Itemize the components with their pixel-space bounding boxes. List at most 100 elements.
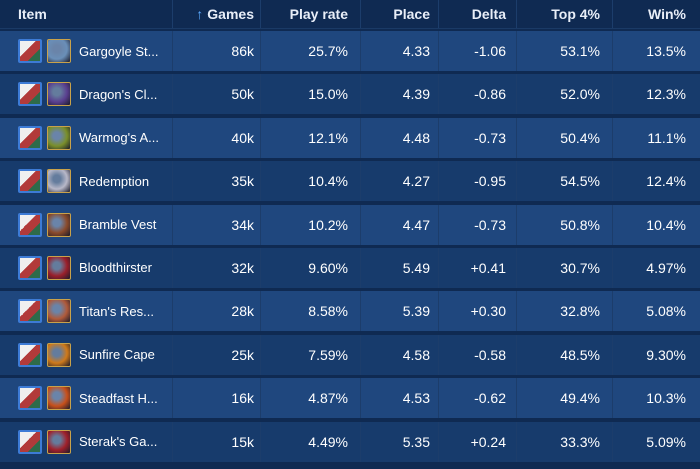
column-header-games[interactable]: ↑ Games <box>173 0 261 28</box>
champion-portrait-icon[interactable] <box>18 429 42 454</box>
table-body: Gargoyle St... 86k 25.7% 4.33 -1.06 53.1% 13.5… <box>0 31 700 465</box>
top4-value: 50.4% <box>560 129 600 146</box>
champion-portrait-icon[interactable] <box>18 255 42 280</box>
delta-value: -0.73 <box>474 216 506 233</box>
champion-portrait-icon[interactable] <box>18 125 42 150</box>
table-row[interactable]: Titan's Res... 28k 8.58% 5.39 +0.30 32.8% 5.08… <box>0 291 700 332</box>
item-name[interactable]: Warmog's A... <box>79 130 160 146</box>
item-name[interactable]: Dragon's Cl... <box>79 86 158 102</box>
table-row[interactable]: Bloodthirster 32k 9.60% 5.49 +0.41 30.7% 4.97% <box>0 247 700 288</box>
item-name[interactable]: Titan's Res... <box>79 303 154 319</box>
win-value: 5.09% <box>646 433 686 450</box>
games-value: 32k <box>231 259 254 276</box>
steadfast-heart-icon[interactable] <box>47 386 71 411</box>
item-cell: Sterak's Ga... <box>0 421 173 462</box>
place-cell: 4.48 <box>361 117 439 158</box>
table-header: Item ↑ Games Play rate Place Delta Top 4%… <box>0 0 700 29</box>
column-header-item[interactable]: Item <box>0 0 173 28</box>
table-row[interactable]: Sunfire Cape 25k 7.59% 4.58 -0.58 48.5% 9.30% <box>0 334 700 375</box>
table-row[interactable]: Bramble Vest 34k 10.2% 4.47 -0.73 50.8% 10.4% <box>0 204 700 245</box>
delta-cell: -0.58 <box>439 334 517 375</box>
steraks-gage-icon[interactable] <box>47 429 71 454</box>
column-header-play-rate[interactable]: Play rate <box>261 0 361 28</box>
item-name[interactable]: Sunfire Cape <box>79 347 155 363</box>
table-row[interactable]: Gargoyle St... 86k 25.7% 4.33 -1.06 53.1% 13.5… <box>0 31 700 71</box>
top4-value: 30.7% <box>560 259 600 276</box>
delta-cell: +0.30 <box>439 291 517 332</box>
titans-resolve-icon[interactable] <box>47 299 71 324</box>
item-name[interactable]: Steadfast H... <box>79 390 158 406</box>
play-rate-value: 4.87% <box>308 390 348 407</box>
column-header-top4[interactable]: Top 4% <box>517 0 613 28</box>
item-name[interactable]: Gargoyle St... <box>79 43 159 59</box>
top4-value: 33.3% <box>560 433 600 450</box>
place-value: 4.48 <box>402 129 430 146</box>
champion-portrait-icon[interactable] <box>18 39 42 63</box>
delta-value: +0.30 <box>470 303 506 320</box>
play-rate-cell: 15.0% <box>261 74 361 115</box>
redemption-icon[interactable] <box>47 169 71 194</box>
item-cell: Redemption <box>0 161 173 202</box>
win-cell: 12.4% <box>613 161 700 201</box>
place-value: 5.35 <box>402 433 430 450</box>
warmogs-armor-icon[interactable] <box>47 125 71 150</box>
games-cell: 40k <box>173 117 261 158</box>
gargoyle-stoneplate-icon[interactable] <box>47 39 71 63</box>
games-cell: 86k <box>173 31 261 71</box>
games-value: 50k <box>231 86 254 103</box>
item-cell: Dragon's Cl... <box>0 74 173 115</box>
item-cell: Steadfast H... <box>0 378 173 419</box>
champion-portrait-icon[interactable] <box>18 212 42 237</box>
games-value: 16k <box>231 390 254 407</box>
play-rate-cell: 25.7% <box>261 31 361 71</box>
top4-cell: 50.8% <box>517 204 613 245</box>
games-cell: 35k <box>173 161 261 202</box>
place-value: 5.49 <box>402 259 430 276</box>
top4-cell: 52.0% <box>517 74 613 115</box>
item-name[interactable]: Bloodthirster <box>79 260 152 276</box>
place-cell: 5.39 <box>361 291 439 332</box>
item-wrap: Steadfast H... <box>18 386 158 411</box>
item-name[interactable]: Redemption <box>79 173 150 189</box>
champion-portrait-icon[interactable] <box>18 342 42 367</box>
column-header-place-label: Place <box>393 6 430 22</box>
table-row[interactable]: Redemption 35k 10.4% 4.27 -0.95 54.5% 12.4% <box>0 161 700 202</box>
item-cell: Warmog's A... <box>0 117 173 158</box>
place-value: 5.39 <box>402 303 430 320</box>
delta-value: -0.86 <box>474 86 506 103</box>
column-header-delta[interactable]: Delta <box>439 0 517 28</box>
column-header-win[interactable]: Win% <box>613 0 700 28</box>
champion-portrait-icon[interactable] <box>18 169 42 194</box>
table-row[interactable]: Warmog's A... 40k 12.1% 4.48 -0.73 50.4% 11.1% <box>0 117 700 158</box>
item-name[interactable]: Sterak's Ga... <box>79 434 158 450</box>
delta-value: +0.41 <box>470 259 506 276</box>
table-row[interactable]: Steadfast H... 16k 4.87% 4.53 -0.62 49.4% 10.3… <box>0 378 700 419</box>
bramble-vest-icon[interactable] <box>47 212 71 237</box>
play-rate-cell: 9.60% <box>261 247 361 288</box>
win-cell: 12.3% <box>613 74 700 114</box>
delta-cell: -0.86 <box>439 74 517 115</box>
delta-value: -0.58 <box>474 346 506 363</box>
dragons-claw-icon[interactable] <box>47 82 71 107</box>
sunfire-cape-icon[interactable] <box>47 342 71 367</box>
play-rate-cell: 4.49% <box>261 421 361 462</box>
champion-portrait-icon[interactable] <box>18 299 42 324</box>
table-row[interactable]: Sterak's Ga... 15k 4.49% 5.35 +0.24 33.3% 5.09… <box>0 421 700 462</box>
table-row[interactable]: Dragon's Cl... 50k 15.0% 4.39 -0.86 52.0% 12.3… <box>0 74 700 115</box>
win-value: 13.5% <box>646 43 686 59</box>
games-cell: 32k <box>173 247 261 288</box>
delta-cell: -0.73 <box>439 204 517 245</box>
column-header-place[interactable]: Place <box>361 0 439 28</box>
item-wrap: Bramble Vest <box>18 212 157 237</box>
item-name[interactable]: Bramble Vest <box>79 217 157 233</box>
bloodthirster-icon[interactable] <box>47 255 71 280</box>
place-cell: 4.47 <box>361 204 439 245</box>
item-cell: Bramble Vest <box>0 204 173 245</box>
place-cell: 4.58 <box>361 334 439 375</box>
play-rate-cell: 4.87% <box>261 378 361 419</box>
champion-portrait-icon[interactable] <box>18 82 42 107</box>
delta-cell: -0.73 <box>439 117 517 158</box>
champion-portrait-icon[interactable] <box>18 386 42 411</box>
place-value: 4.47 <box>402 216 430 233</box>
delta-value: -0.62 <box>474 390 506 407</box>
